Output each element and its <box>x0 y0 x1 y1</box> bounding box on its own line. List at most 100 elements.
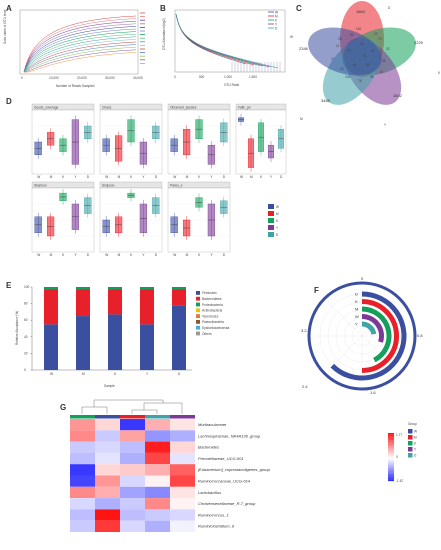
f-outer-ring <box>307 281 417 391</box>
e-bar-segment <box>44 324 58 370</box>
g-row-label: Bacteroides <box>198 445 219 450</box>
b-legend-label: W <box>275 10 278 14</box>
venn-unique-value: 1664 <box>356 9 366 14</box>
g-heat-cell <box>95 486 120 499</box>
g-legend-swatch <box>408 435 413 440</box>
e-bar-segment <box>108 289 122 315</box>
f-grid-spoke <box>329 335 363 369</box>
d-legend-swatch <box>268 232 274 237</box>
g-row-label: Ruminococcus_1 <box>198 512 229 517</box>
d-legend-label: K <box>276 219 279 223</box>
rarefaction-curve <box>23 44 137 73</box>
g-group-cell <box>145 415 170 419</box>
facet-xtick: W <box>173 175 176 179</box>
panel-g-heatmap: Muribaculaceae Lachnospiraceae_NK4A136_gr… <box>70 399 417 532</box>
g-row-label: Lactobacillus <box>198 490 221 495</box>
panel-label-c: C <box>296 4 302 13</box>
facet-title: Simpson <box>102 183 115 187</box>
panel-label-a: A <box>6 4 12 13</box>
g-scale-step <box>388 476 394 478</box>
g-heat-cell <box>120 464 145 476</box>
venn-set-label: D <box>388 6 391 10</box>
e-bar-segment <box>76 287 90 288</box>
g-scale-step <box>388 446 394 448</box>
venn-overlap-value: 105 <box>345 75 351 79</box>
venn-set-label: Y <box>384 123 387 127</box>
a-xtick-label: 0 <box>21 76 23 80</box>
panel-g-color-scale: 1.77 0 -1.67 <box>388 433 403 483</box>
d-legend-swatch <box>268 225 274 230</box>
e-legend-swatch <box>196 296 200 301</box>
rarefaction-curve <box>23 36 137 73</box>
g-heat-cell <box>70 475 95 487</box>
panel-label-g: G <box>60 403 67 412</box>
venn-set-label: M <box>300 117 303 121</box>
facet-xtick: K <box>198 175 201 179</box>
g-heat-cell <box>145 486 170 499</box>
g-heat-cell <box>95 452 120 465</box>
rarefaction-curve <box>23 41 137 73</box>
venn-unique-value: 1642 <box>393 93 403 98</box>
d-legend-label: Y <box>276 226 279 230</box>
panel-e-legend: Firmicutes Bacteroidetes Proteobacteria Act… <box>196 291 230 336</box>
g-scale-min: -1.67 <box>396 479 403 483</box>
facet-title: Goods_coverage <box>34 105 59 109</box>
d-legend-label: D <box>276 233 279 237</box>
g-scale-step <box>388 454 394 456</box>
g-scale-step <box>388 465 394 467</box>
e-bar-segment <box>108 314 122 370</box>
facet-xtick: M <box>186 175 189 179</box>
g-scale-step <box>388 463 394 465</box>
g-heat-cell <box>145 430 170 442</box>
g-heat-cell <box>95 430 120 442</box>
g-dendro-branch <box>81 406 108 414</box>
venn-overlap-value: 57 <box>380 70 384 74</box>
b-xtick-label: 1,500 <box>249 75 257 79</box>
panel-a-frame <box>19 9 139 75</box>
facet-xtick: K <box>130 253 133 257</box>
f-ring-label: M <box>355 307 358 312</box>
facet-title: Shannon <box>34 183 47 187</box>
e-bar-segment <box>140 287 154 290</box>
panel-a-legend <box>140 12 145 64</box>
g-row-label: Ruminococcaceae_UCG-014 <box>198 478 251 483</box>
g-scale-step <box>388 445 394 447</box>
panel-f-ticks: 0 0.8 1.6 2.4 3.2 <box>301 276 423 395</box>
facet-xtick: D <box>223 175 226 179</box>
e-ytick-label: 0 <box>24 368 26 372</box>
facet-xtick: M <box>118 253 121 257</box>
e-legend-label: Actinobacteria <box>202 309 222 313</box>
g-heat-cell <box>145 452 170 465</box>
venn-overlap-value: 32 <box>386 47 390 51</box>
facet-xtick: D <box>280 175 283 179</box>
g-scale-step <box>388 475 394 477</box>
e-legend-swatch <box>196 308 200 313</box>
f-circular-bar <box>361 306 392 363</box>
g-heat-cell <box>95 520 120 532</box>
g-scale-step <box>388 435 394 437</box>
g-row-label: Prevotellaceae_UCG-001 <box>198 456 244 461</box>
g-heat-cell <box>120 441 145 453</box>
g-scale-step <box>388 464 394 466</box>
facet-xtick: M <box>186 253 189 257</box>
venn-overlap-value: 11 <box>336 44 340 48</box>
f-tick-label: 1.6 <box>370 390 376 395</box>
rarefaction-curve <box>23 31 137 73</box>
g-scale-step <box>388 440 394 442</box>
panel-label-e: E <box>6 281 12 290</box>
venn-overlap-value: 17 <box>331 57 335 61</box>
g-scale-step <box>388 451 394 453</box>
g-heat-cell <box>95 441 120 453</box>
g-group-cell <box>120 415 145 419</box>
e-bar-segment <box>44 287 58 288</box>
a-xtick-label: 10,000 <box>49 76 59 80</box>
e-legend-label: Proteobacteria <box>202 303 223 307</box>
venn-petal <box>308 27 382 76</box>
g-scale-step <box>388 461 394 464</box>
venn-set-label: W <box>290 35 293 39</box>
panel-a-ylabel: Sobs index of OTU level <box>3 9 7 44</box>
